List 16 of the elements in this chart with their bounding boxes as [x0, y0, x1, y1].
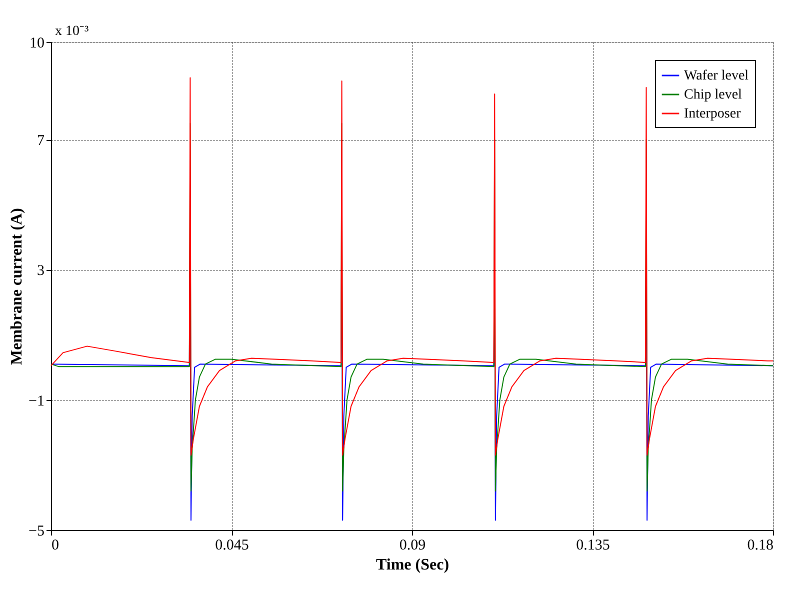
y-tick-label: −1	[28, 393, 44, 410]
text: x 10⁻³	[55, 24, 89, 39]
y-tick-label: 7	[37, 133, 45, 150]
x-axis-title: Time (Sec)	[376, 556, 450, 574]
x-tick-label: 0.09	[399, 538, 426, 554]
x-tick-label: 0.135	[576, 538, 610, 554]
y-tick-label: 3	[37, 263, 44, 280]
y-tick-label: −5	[28, 524, 44, 540]
x-tick-label: 0	[52, 538, 59, 554]
x-tick-label: 0.18	[747, 538, 774, 554]
legend-label: Interposer	[684, 106, 742, 122]
y-tick-label: 10	[30, 36, 44, 52]
x-tick-label: 0.045	[215, 538, 249, 554]
legend-label: Chip level	[684, 88, 742, 102]
y-axis-title: Membrane current (A)	[8, 208, 26, 365]
legend-label: Wafer level	[684, 68, 749, 84]
